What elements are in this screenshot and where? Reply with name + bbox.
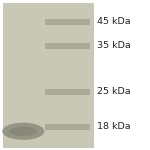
Text: 35 kDa: 35 kDa xyxy=(97,41,130,50)
Bar xyxy=(45,43,90,49)
Bar xyxy=(45,88,90,94)
Ellipse shape xyxy=(2,123,44,140)
Text: 25 kDa: 25 kDa xyxy=(97,87,130,96)
Text: 45 kDa: 45 kDa xyxy=(97,17,130,26)
Text: 18 kDa: 18 kDa xyxy=(97,122,130,131)
FancyBboxPatch shape xyxy=(3,3,93,147)
Bar xyxy=(45,124,90,130)
Ellipse shape xyxy=(10,126,37,136)
Bar xyxy=(45,19,90,25)
